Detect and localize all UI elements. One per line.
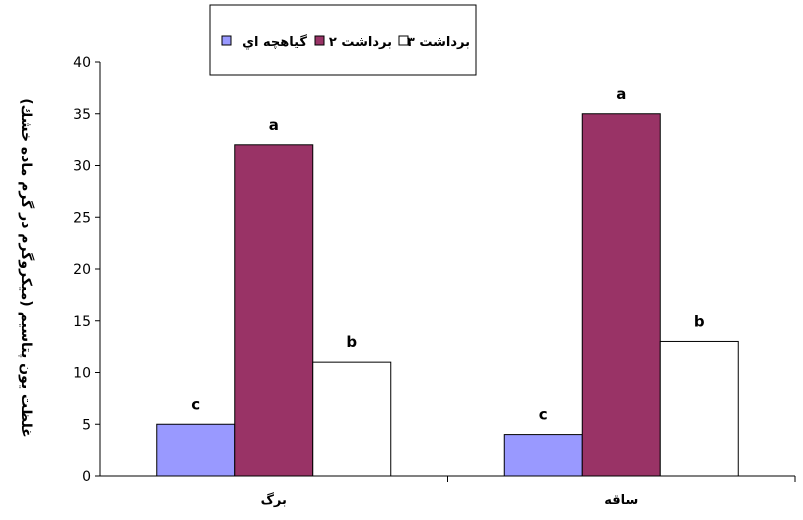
y-tick-label: 15 — [73, 314, 91, 330]
legend: گياهچه اي برداشت ۲ برداشت ۳ — [209, 4, 477, 76]
y-tick-label: 30 — [73, 159, 91, 175]
legend-label: برداشت ۲ — [329, 35, 392, 50]
x-category-label: ساقه — [604, 493, 638, 508]
y-tick-label: 0 — [82, 469, 91, 485]
bar-data-label: c — [191, 395, 200, 413]
bar — [659, 340, 739, 477]
bar — [156, 423, 236, 477]
legend-label: گياهچه اي — [242, 34, 307, 50]
bars — [156, 113, 739, 477]
bar — [234, 144, 314, 477]
bar — [581, 113, 661, 477]
legend-label: برداشت ۳ — [407, 35, 470, 50]
y-tick-label: 35 — [73, 107, 91, 123]
y-tick-label: 20 — [73, 262, 91, 278]
y-tick-label: 25 — [73, 210, 91, 226]
bar-data-label: a — [616, 85, 626, 103]
bar — [503, 434, 583, 477]
y-tick-label: 40 — [73, 55, 91, 71]
bar-data-label: c — [539, 406, 548, 424]
legend-swatch — [398, 35, 409, 46]
y-axis-ticks: 0 5 10 15 20 25 30 35 40 — [73, 55, 100, 485]
bar-data-label: b — [346, 333, 357, 351]
bar-data-label: a — [269, 116, 279, 134]
legend-swatch — [221, 35, 232, 46]
x-axis-categories: برگ ساقه — [261, 476, 796, 508]
x-category-label: برگ — [261, 491, 287, 508]
y-tick-label: 5 — [82, 417, 91, 433]
y-axis-label: غلظت يون پتاسيم (ميكروگرم در گرم ماده خش… — [18, 98, 35, 437]
legend-swatch — [314, 35, 325, 46]
bar-labels: c a b c a b — [191, 85, 705, 424]
y-tick-label: 10 — [73, 366, 91, 382]
bar-data-label: b — [694, 312, 705, 330]
bar — [312, 361, 392, 477]
